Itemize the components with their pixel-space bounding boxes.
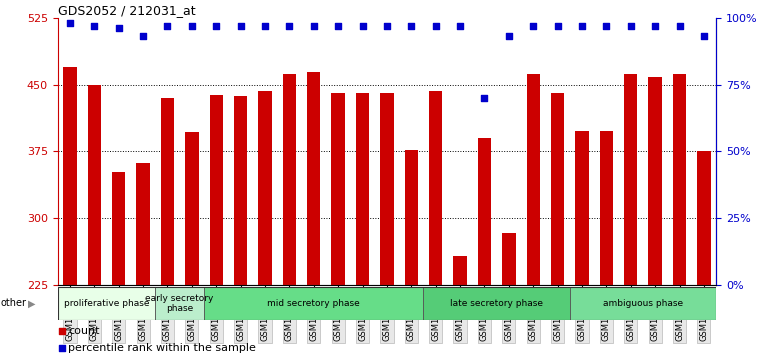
Bar	[58, 287, 156, 320]
Bar	[673, 74, 686, 354]
Text: late secretory phase: late secretory phase	[450, 299, 543, 308]
Point	[186, 23, 198, 29]
Bar	[283, 74, 296, 354]
Bar	[648, 78, 662, 354]
Bar	[575, 131, 589, 354]
Point	[454, 23, 466, 29]
Bar	[331, 92, 345, 354]
Text: count: count	[68, 326, 99, 336]
Bar	[502, 233, 516, 354]
Bar	[156, 287, 204, 320]
Point	[405, 23, 417, 29]
Text: GDS2052 / 212031_at: GDS2052 / 212031_at	[58, 4, 196, 17]
Text: percentile rank within the sample: percentile rank within the sample	[68, 343, 256, 353]
Point	[503, 34, 515, 39]
Point	[380, 23, 393, 29]
Text: proliferative phase: proliferative phase	[64, 299, 149, 308]
Bar	[404, 149, 418, 354]
Text: early secretory
phase: early secretory phase	[146, 294, 214, 313]
Point	[649, 23, 661, 29]
Bar	[429, 91, 443, 354]
Bar	[477, 138, 491, 354]
Point	[478, 95, 490, 101]
Bar	[63, 67, 77, 354]
Bar	[185, 132, 199, 354]
Bar	[209, 95, 223, 354]
Point	[161, 23, 173, 29]
Point	[576, 23, 588, 29]
Bar	[112, 172, 126, 354]
Point	[551, 23, 564, 29]
Point	[527, 23, 539, 29]
Text: ambiguous phase: ambiguous phase	[603, 299, 683, 308]
Point	[283, 23, 296, 29]
Bar	[204, 287, 424, 320]
Point	[64, 20, 76, 26]
Bar	[600, 131, 613, 354]
Point	[624, 23, 637, 29]
Point	[137, 34, 149, 39]
Bar	[380, 93, 393, 354]
Bar	[307, 72, 320, 354]
Bar	[161, 98, 174, 354]
Bar	[356, 93, 370, 354]
Bar	[697, 151, 711, 354]
Bar	[551, 93, 564, 354]
Point	[357, 23, 369, 29]
Bar	[136, 163, 150, 354]
Point	[234, 23, 246, 29]
Bar	[234, 96, 247, 354]
Point	[673, 23, 685, 29]
Point	[263, 283, 275, 289]
Point	[88, 23, 100, 29]
Bar	[624, 74, 638, 354]
Bar	[570, 287, 716, 320]
Point	[210, 23, 223, 29]
Point	[698, 34, 710, 39]
Text: ▶: ▶	[28, 298, 35, 308]
Point	[307, 23, 320, 29]
Bar	[88, 85, 101, 354]
Point	[263, 127, 275, 132]
Bar	[424, 287, 570, 320]
Point	[430, 23, 442, 29]
Point	[259, 23, 271, 29]
Bar	[258, 91, 272, 354]
Point	[332, 23, 344, 29]
Point	[112, 25, 125, 31]
Bar	[454, 256, 467, 354]
Bar	[527, 74, 540, 354]
Text: mid secretory phase: mid secretory phase	[267, 299, 360, 308]
Point	[601, 23, 613, 29]
Text: other: other	[1, 298, 27, 308]
